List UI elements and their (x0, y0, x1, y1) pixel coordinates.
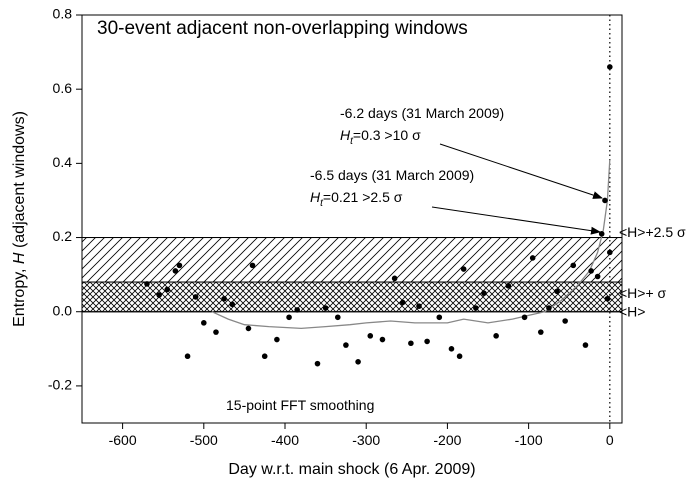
data-point (602, 197, 608, 204)
data-point (172, 268, 179, 274)
data-point (245, 325, 252, 332)
data-point (521, 314, 528, 321)
annotation-subscript: t (320, 198, 324, 209)
data-point (221, 295, 227, 302)
band (81, 281, 623, 313)
data-point (379, 336, 386, 343)
y-tick-label: 0.2 (53, 228, 73, 244)
data-point (176, 262, 183, 269)
x-tick-label: -100 (515, 432, 543, 448)
data-point (355, 359, 361, 365)
data-point (314, 360, 321, 367)
data-point (607, 249, 613, 256)
data-point (201, 320, 207, 326)
data-point (448, 346, 455, 352)
data-point (334, 314, 341, 321)
band-label: <H>+ σ (619, 285, 667, 301)
y-label-suffix: (adjacent windows) (11, 111, 28, 252)
data-point (594, 273, 601, 280)
data-point (184, 353, 191, 360)
data-point (274, 336, 280, 343)
data-point (322, 305, 329, 311)
annotation-subscript: t (350, 136, 354, 147)
band-label: <H> (619, 303, 645, 319)
data-point (286, 314, 292, 321)
y-tick-label: 0.4 (53, 154, 73, 170)
annotation-symbol: H (310, 189, 321, 205)
annotation-text: =0.3 >10 σ (353, 127, 421, 143)
data-point (156, 292, 162, 298)
data-point (554, 288, 560, 295)
annotation-line: -6.2 days (31 March 2009) (340, 105, 504, 121)
annotation-symbol: H (340, 127, 351, 143)
x-tick-label: -500 (190, 432, 218, 448)
data-point (588, 268, 594, 274)
y-tick-label: 0.8 (53, 6, 73, 22)
x-tick-label: -200 (433, 432, 461, 448)
data-point (607, 64, 613, 70)
y-axis-label: Entropy, H (adjacent windows) (11, 111, 28, 327)
data-point (562, 318, 568, 324)
x-tick-label: 0 (606, 432, 614, 448)
data-point (391, 275, 398, 282)
y-tick-label: 0.0 (53, 302, 73, 318)
data-point (460, 266, 467, 272)
chart-title: 30-event adjacent non-overlapping window… (97, 18, 468, 39)
data-point (294, 307, 300, 313)
data-point (582, 342, 589, 348)
annotation-line: Ht=0.3 >10 σ (340, 127, 421, 147)
annotation-arrow (439, 143, 603, 199)
y-label-prefix: Entropy, (11, 264, 28, 327)
data-point (164, 286, 171, 293)
data-point (604, 295, 611, 302)
data-point (493, 333, 499, 339)
data-point (436, 314, 443, 321)
data-point (144, 281, 150, 287)
x-tick-label: -300 (352, 432, 380, 448)
annotation-arrow (431, 206, 601, 235)
data-point (570, 262, 577, 269)
y-label-symbol: H (11, 252, 28, 264)
band-label: <H>+2.5 σ (619, 224, 686, 240)
data-point (343, 342, 349, 348)
data-point (229, 301, 236, 308)
annotation-line: Ht=0.21 >2.5 σ (310, 189, 403, 209)
smoothing-label: 15-point FFT smoothing (226, 397, 374, 413)
annotation-text: =0.21 >2.5 σ (323, 189, 403, 205)
data-point (261, 353, 268, 360)
data-point (529, 255, 536, 261)
data-point (505, 282, 512, 289)
data-point (408, 340, 414, 347)
y-tick-label: -0.2 (48, 377, 72, 393)
data-point (424, 338, 430, 345)
annotation-line: -6.5 days (31 March 2009) (310, 167, 474, 183)
x-tick-label: -600 (109, 432, 137, 448)
data-point (416, 303, 422, 309)
data-point (192, 294, 199, 300)
data-point (399, 299, 406, 306)
data-point (473, 305, 479, 311)
data-point (249, 262, 256, 269)
data-point (367, 333, 374, 339)
x-axis-label: Day w.r.t. main shock (6 Apr. 2009) (228, 461, 475, 478)
smoothed-line (211, 159, 611, 330)
data-point (537, 329, 544, 335)
data-point (456, 353, 463, 360)
x-tick-label: -400 (271, 432, 299, 448)
y-tick-label: 0.6 (53, 80, 73, 96)
data-point (546, 305, 552, 311)
data-point (213, 329, 219, 335)
plot-frame (81, 14, 623, 424)
data-point (481, 290, 487, 296)
